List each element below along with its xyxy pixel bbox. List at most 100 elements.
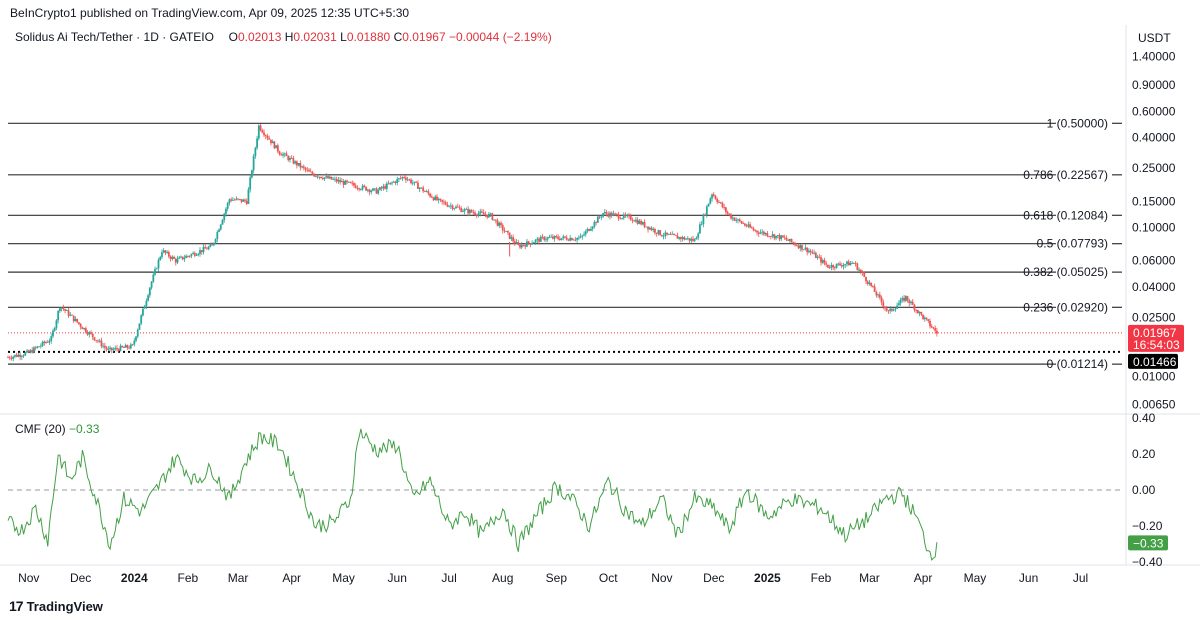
candle-up [804, 247, 807, 250]
candle-up [372, 188, 374, 191]
candle-down [773, 234, 776, 239]
candle-up [249, 177, 252, 190]
candle-down [299, 162, 302, 168]
candle-up [58, 308, 61, 311]
candle-up [821, 260, 824, 263]
candle-up [505, 231, 508, 232]
candle-down [500, 222, 502, 226]
candle-up [379, 187, 381, 190]
tradingview-footer[interactable]: 17 TradingView [9, 598, 103, 614]
candle-up [195, 255, 198, 256]
candle-down [93, 337, 96, 341]
candle-down [676, 235, 679, 239]
cmf-tick-label: 0.40 [1132, 411, 1156, 425]
candle-down [206, 248, 208, 250]
time-tick-label: Sep [546, 571, 568, 585]
candle-up [892, 309, 895, 311]
candle-down [240, 199, 243, 202]
time-tick-label: Apr [282, 571, 301, 585]
candle-down [744, 223, 746, 226]
candle-up [910, 301, 912, 304]
candle-up [851, 263, 854, 264]
candle-up [657, 230, 660, 234]
symbol-name[interactable]: Solidus Ai Tech/Tether · 1D · GATEIO [15, 30, 214, 44]
candle-down [482, 212, 485, 215]
candle-up [690, 238, 693, 241]
candle-up [39, 345, 42, 347]
candle-down [513, 241, 516, 244]
candle-down [782, 235, 784, 238]
candle-up [183, 257, 186, 260]
candle-up [294, 161, 297, 164]
candle-down [629, 215, 632, 220]
candle-down [818, 256, 821, 258]
candle-up [612, 213, 615, 217]
candle-down [766, 233, 769, 237]
candle-up [621, 218, 623, 219]
candle-up [107, 348, 110, 350]
candle-down [436, 196, 438, 201]
candle-up [142, 308, 144, 316]
candle-down [167, 252, 170, 257]
candle-up [842, 265, 845, 267]
candle-down [64, 309, 66, 311]
candle-up [747, 224, 750, 227]
candle-down [925, 317, 928, 320]
candle-up [218, 229, 220, 232]
candle-up [434, 196, 437, 201]
candle-down [870, 282, 873, 287]
candle-down [714, 195, 717, 200]
candle-up [837, 263, 840, 265]
price-tick-label: 0.00650 [1132, 398, 1176, 412]
candle-down [169, 256, 172, 259]
candle-up [569, 237, 572, 241]
candle-down [368, 189, 371, 193]
candle-down [792, 242, 795, 244]
candle-down [797, 245, 800, 249]
candle-up [282, 154, 284, 156]
candle-down [460, 208, 463, 212]
candle-up [148, 287, 151, 296]
candle-up [652, 228, 655, 231]
candle-up [579, 236, 582, 238]
open-value: 0.02013 [238, 30, 282, 44]
candle-down [121, 345, 124, 348]
price-tick-label: 0.15000 [1132, 194, 1176, 208]
time-tick-label: Jul [441, 571, 456, 585]
candle-up [830, 264, 833, 268]
time-axis[interactable]: Nov Dec 2024 Feb Mar Apr May Jun Jul Aug Sep Oct Nov… [18, 571, 1088, 585]
candle-down [339, 179, 342, 183]
candle-up [550, 236, 553, 238]
high-label: H [284, 30, 294, 44]
candle-down [95, 340, 98, 342]
candle-down [292, 158, 295, 164]
candle-down [541, 236, 544, 238]
candle-down [486, 214, 489, 218]
cmf-axis[interactable]: 0.40 0.20 0.00 −0.20 −0.40 [1132, 411, 1163, 569]
candle-up [136, 329, 139, 337]
candle-down [934, 328, 937, 331]
candle-down [287, 156, 290, 161]
candle-down [882, 302, 885, 307]
candle-down [588, 229, 591, 231]
candle-down [309, 171, 312, 173]
candle-down [97, 340, 99, 342]
candle-down [302, 166, 305, 168]
candle-down [522, 244, 525, 246]
candle-down [105, 347, 108, 350]
candle-up [325, 176, 328, 178]
candle-down [673, 233, 675, 235]
candle-down [204, 247, 207, 249]
candle-down [769, 236, 772, 238]
candle-down [417, 182, 419, 189]
time-tick-label: Aug [492, 571, 513, 585]
candle-up [332, 179, 335, 180]
price-axis[interactable]: 1.40000 0.90000 0.60000 0.40000 0.25000 0.150… [1132, 50, 1176, 412]
candle-up [462, 211, 464, 213]
cmf-label[interactable]: CMF (20) [15, 422, 66, 436]
price-tick-label: 0.04000 [1132, 280, 1176, 294]
candle-up [572, 239, 575, 241]
candle-up [846, 261, 848, 265]
axis-unit-label[interactable]: USDT [1138, 31, 1171, 45]
